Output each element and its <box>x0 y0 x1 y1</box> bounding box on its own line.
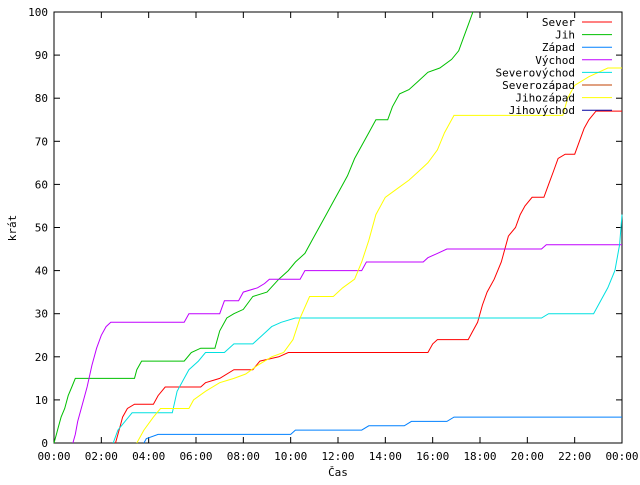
series-line-východ <box>72 244 622 444</box>
x-tick-label: 04:00 <box>132 450 165 463</box>
legend-label: Severozápad <box>502 79 575 92</box>
y-tick-label: 100 <box>28 6 48 19</box>
series-line-severovýchod <box>112 214 623 444</box>
y-tick-label: 20 <box>35 351 48 364</box>
y-axis: 0 10 20 30 40 50 60 70 80 90 100 <box>28 6 622 450</box>
legend-label: Západ <box>542 41 575 54</box>
y-axis-label: krát <box>6 215 19 242</box>
legend-label: Východ <box>535 54 575 67</box>
x-tick-label: 18:00 <box>463 450 496 463</box>
legend-label: Jihovýchod <box>509 104 575 117</box>
x-tick-label: 02:00 <box>85 450 118 463</box>
x-tick-label: 16:00 <box>416 450 449 463</box>
x-axis-label: Čas <box>328 466 348 479</box>
y-tick-label: 40 <box>35 265 48 278</box>
x-tick-label: 10:00 <box>274 450 307 463</box>
y-tick-label: 70 <box>35 135 48 148</box>
x-tick-label: 12:00 <box>321 450 354 463</box>
series-lines <box>53 11 623 444</box>
x-tick-label: 00:00 <box>37 450 70 463</box>
y-tick-label: 90 <box>35 49 48 62</box>
x-tick-label: 08:00 <box>227 450 260 463</box>
legend-label: Sever <box>542 16 575 29</box>
x-tick-label: 14:00 <box>369 450 402 463</box>
y-tick-label: 30 <box>35 308 48 321</box>
y-tick-label: 80 <box>35 92 48 105</box>
x-axis: 00:00 02:00 04:00 06:00 08:00 10:00 12:00 14:00… <box>37 12 639 463</box>
y-tick-label: 60 <box>35 178 48 191</box>
legend-label: Jih <box>555 29 575 42</box>
y-tick-label: 50 <box>35 222 48 235</box>
series-line-jihozápad <box>136 67 622 444</box>
x-tick-label: 22:00 <box>558 450 591 463</box>
series-line-jih <box>53 11 474 444</box>
series-line-sever <box>115 110 622 444</box>
y-tick-label: 10 <box>35 394 48 407</box>
x-tick-label: 20:00 <box>511 450 544 463</box>
x-tick-label: 00:00 <box>605 450 638 463</box>
series-line-západ <box>143 416 622 444</box>
legend: SeverJihZápadVýchodSeverovýchodSeverozáp… <box>496 16 612 117</box>
y-tick-label: 0 <box>41 437 48 450</box>
legend-label: Jihozápad <box>515 92 575 105</box>
x-tick-label: 06:00 <box>179 450 212 463</box>
legend-label: Severovýchod <box>496 66 575 79</box>
